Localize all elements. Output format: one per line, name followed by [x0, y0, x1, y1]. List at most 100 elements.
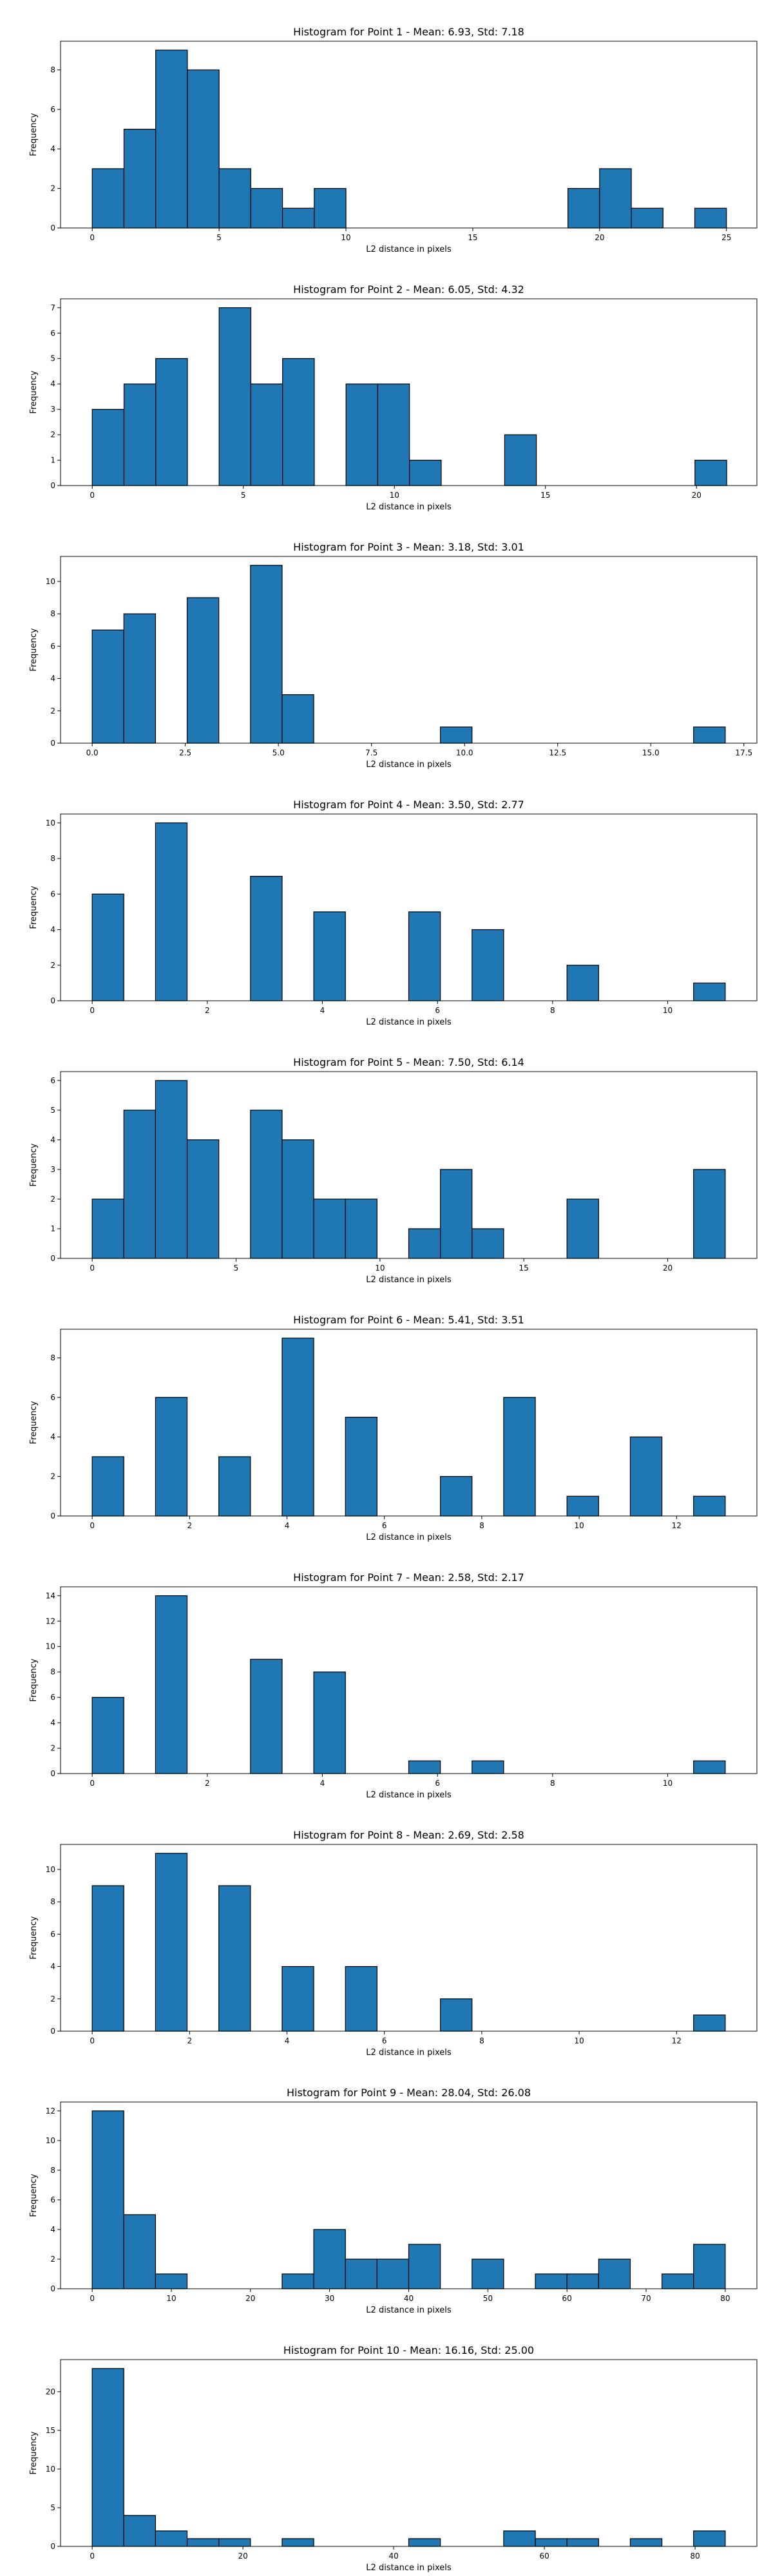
histogram-bar: [693, 2530, 726, 2547]
histogram-bar: [91, 893, 124, 1001]
x-axis-label: L2 distance in pixels: [366, 1018, 452, 1027]
chart-10: Histogram for Point 10 - Mean: 16.16, St…: [29, 2344, 758, 2573]
x-tick-label: 2: [187, 1521, 193, 1530]
x-tick-label: 0: [90, 1006, 95, 1015]
x-axis-label: L2 distance in pixels: [366, 502, 452, 512]
x-axis-label: L2 distance in pixels: [366, 245, 452, 254]
x-axis-label: L2 distance in pixels: [366, 2563, 452, 2573]
histogram-bar: [440, 1998, 473, 2032]
histogram-bar: [345, 1965, 377, 2032]
plot-frame: [60, 1844, 758, 2032]
x-tick-label: 10.0: [456, 748, 473, 757]
plot-frame: [60, 298, 758, 486]
chart-1: Histogram for Point 1 - Mean: 6.93, Std:…: [29, 26, 758, 254]
y-tick-label: 4: [50, 674, 55, 683]
histogram-bar: [282, 2273, 314, 2289]
chart-title: Histogram for Point 3 - Mean: 3.18, Std:…: [293, 541, 524, 553]
histogram-bar: [155, 1853, 188, 2032]
x-tick-label: 6: [382, 2036, 387, 2045]
histogram-bar: [629, 2538, 663, 2547]
plot-frame: [60, 2359, 758, 2547]
chart-title: Histogram for Point 4 - Mean: 3.50, Std:…: [293, 799, 524, 811]
x-tick-label: 12: [672, 2036, 682, 2045]
x-axis-label: L2 distance in pixels: [366, 2306, 452, 2315]
y-tick-label: 15: [46, 2426, 55, 2435]
x-tick-label: 15: [519, 1264, 529, 1273]
x-tick-label: 10: [574, 2036, 584, 2045]
y-tick-label: 2: [50, 1994, 55, 2003]
histogram-bar: [693, 726, 726, 744]
y-tick-label: 7: [50, 303, 55, 312]
x-tick-label: 5: [234, 1264, 239, 1273]
histogram-bar: [535, 2273, 568, 2289]
histogram-bar: [155, 2273, 188, 2289]
histogram-bar: [91, 2110, 124, 2289]
chart-title: Histogram for Point 6 - Mean: 5.41, Std:…: [293, 1314, 524, 1326]
histogram-bar: [472, 1760, 504, 1774]
histogram-bar: [408, 2538, 441, 2547]
x-tick-label: 10: [375, 1264, 385, 1273]
histogram-bar: [694, 459, 727, 486]
y-tick-label: 4: [50, 925, 55, 934]
y-tick-label: 4: [50, 1718, 55, 1727]
histogram-bar: [345, 1416, 377, 1517]
histogram-bar: [250, 188, 283, 229]
y-tick-label: 20: [46, 2387, 55, 2396]
y-tick-label: 6: [50, 105, 55, 114]
y-axis-label: Frequency: [29, 1916, 39, 1959]
histogram-bar: [218, 1885, 251, 2032]
plot-frame: [60, 813, 758, 1001]
histogram-bar: [155, 358, 188, 486]
histogram-bar: [313, 1198, 346, 1259]
chart-title: Histogram for Point 7 - Mean: 2.58, Std:…: [293, 1571, 524, 1584]
chart-title: Histogram for Point 9 - Mean: 28.04, Std…: [287, 2087, 531, 2099]
x-tick-label: 30: [325, 2294, 334, 2303]
x-tick-label: 2: [205, 1779, 210, 1788]
y-tick-label: 6: [50, 1929, 55, 1938]
histogram-bar: [472, 2259, 504, 2289]
y-tick-label: 2: [50, 961, 55, 970]
x-tick-label: 25: [721, 233, 731, 242]
x-tick-label: 4: [285, 2036, 290, 2045]
y-tick-label: 4: [50, 2225, 55, 2234]
histogram-bar: [345, 2259, 377, 2289]
x-tick-label: 8: [550, 1006, 555, 1015]
x-tick-label: 70: [641, 2294, 651, 2303]
x-tick-label: 0: [90, 2036, 95, 2045]
y-axis-label: Frequency: [29, 628, 39, 671]
y-tick-label: 0: [50, 2284, 55, 2293]
chart-3: Histogram for Point 3 - Mean: 3.18, Std:…: [29, 541, 758, 770]
x-tick-label: 12.5: [549, 748, 566, 757]
x-axis-label: L2 distance in pixels: [366, 760, 452, 770]
histogram-bar: [123, 1110, 157, 1259]
x-tick-label: 80: [690, 2552, 700, 2561]
histogram-bar: [250, 383, 283, 486]
histogram-bar: [693, 2244, 726, 2289]
y-axis-label: Frequency: [29, 1143, 39, 1186]
chart-8: Histogram for Point 8 - Mean: 2.69, Std:…: [29, 1829, 758, 2058]
y-tick-label: 10: [46, 2465, 55, 2474]
x-tick-label: 0: [90, 1779, 95, 1788]
histogram-bar: [91, 2368, 124, 2547]
histogram-bar: [123, 2515, 157, 2547]
x-tick-label: 2.5: [179, 748, 191, 757]
x-tick-label: 12: [672, 1521, 682, 1530]
x-tick-label: 0: [90, 1264, 95, 1273]
y-tick-label: 12: [46, 2107, 55, 2116]
histogram-bar: [568, 188, 600, 229]
x-axis-label: L2 distance in pixels: [366, 1533, 452, 1542]
y-tick-label: 10: [46, 819, 55, 828]
histogram-bar: [629, 1436, 663, 1517]
y-tick-label: 8: [50, 854, 55, 863]
histogram-bar: [91, 168, 125, 229]
histogram-bar: [472, 1228, 504, 1259]
y-tick-label: 12: [46, 1616, 55, 1625]
histogram-bar: [566, 1495, 599, 1517]
histogram-bar: [440, 1476, 473, 1517]
y-axis-label: Frequency: [29, 113, 39, 156]
histogram-bar: [693, 1495, 726, 1517]
x-tick-label: 6: [435, 1779, 440, 1788]
x-tick-label: 20: [595, 233, 604, 242]
x-tick-label: 10: [166, 2294, 176, 2303]
histogram-bar: [504, 434, 537, 486]
